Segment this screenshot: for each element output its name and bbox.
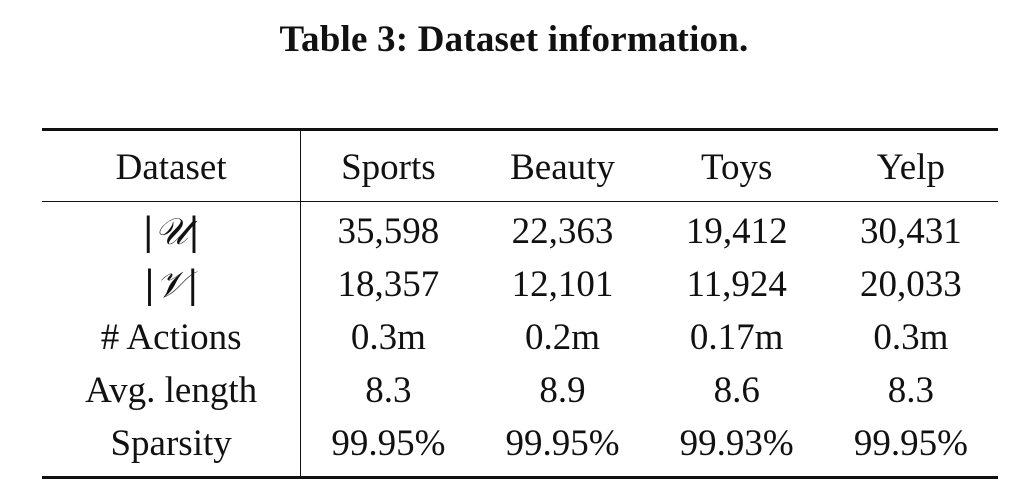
- cell-avg-length-yelp: 8.3: [887, 370, 935, 411]
- header-sports: Sports: [300, 129, 476, 202]
- table-row-sparsity: Sparsity 99.95% 99.95% 99.93% 99.95%: [42, 417, 998, 478]
- table-caption: Table 3: Dataset information.: [279, 19, 749, 60]
- cell-items-beauty: 12,101: [511, 264, 614, 305]
- cell-actions-beauty: 0.2m: [525, 317, 601, 358]
- cell-actions-toys: 0.17m: [689, 317, 784, 358]
- row-label-sparsity: Sparsity: [42, 417, 302, 478]
- header-dataset: Dataset: [42, 129, 302, 202]
- row-label-actions: # Actions: [42, 311, 302, 364]
- dataset-table-container: Dataset Sports Beauty Toys Yelp |𝒰| 35,5…: [42, 128, 998, 479]
- cell-actions-sports: 0.3m: [350, 317, 426, 358]
- header-toys: Toys: [649, 129, 824, 202]
- dataset-table: Dataset Sports Beauty Toys Yelp |𝒰| 35,5…: [42, 128, 998, 479]
- cell-avg-length-beauty: 8.9: [539, 370, 586, 411]
- cell-avg-length-sports: 8.3: [365, 370, 412, 411]
- header-beauty: Beauty: [475, 129, 650, 202]
- cell-sparsity-yelp: 99.95%: [853, 423, 968, 464]
- cell-items-toys: 11,924: [686, 264, 787, 305]
- table-row-users: |𝒰| 35,598 22,363 19,412 30,431: [42, 201, 998, 258]
- cell-sparsity-toys: 99.93%: [679, 423, 794, 464]
- row-label-users: |𝒰|: [42, 201, 302, 258]
- table-row-avg-length: Avg. length 8.3 8.9 8.6 8.3: [42, 364, 998, 417]
- row-label-avg-length: Avg. length: [42, 364, 302, 417]
- cell-users-yelp: 30,431: [860, 211, 962, 252]
- cell-avg-length-toys: 8.6: [713, 370, 760, 411]
- cell-items-sports: 18,357: [337, 264, 440, 305]
- cell-sparsity-beauty: 99.95%: [505, 423, 620, 464]
- cell-users-sports: 35,598: [337, 211, 440, 252]
- header-yelp: Yelp: [823, 129, 998, 202]
- table-row-items: |𝒱| 18,357 12,101 11,924 20,033: [42, 258, 998, 311]
- row-label-items: |𝒱|: [42, 258, 302, 311]
- cell-actions-yelp: 0.3m: [873, 317, 949, 358]
- table-row-actions: # Actions 0.3m 0.2m 0.17m 0.3m: [42, 311, 998, 364]
- cell-items-yelp: 20,033: [860, 264, 962, 305]
- cell-sparsity-sports: 99.95%: [331, 423, 446, 464]
- cell-users-beauty: 22,363: [511, 211, 614, 252]
- cell-users-toys: 19,412: [685, 211, 788, 252]
- table-header-row: Dataset Sports Beauty Toys Yelp: [42, 129, 998, 202]
